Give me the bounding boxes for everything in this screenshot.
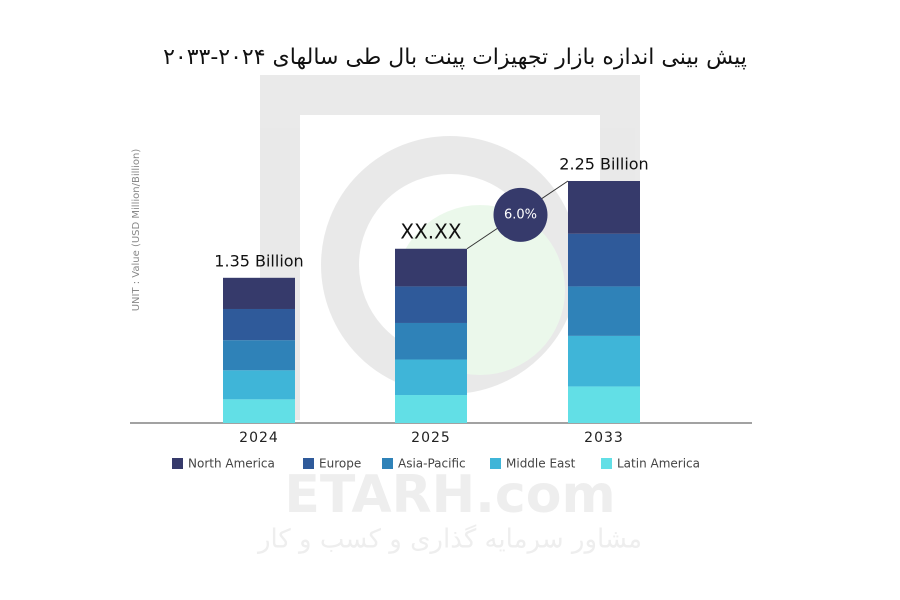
bar-segment bbox=[395, 322, 467, 360]
bar-segment bbox=[568, 386, 640, 423]
bar-segment bbox=[395, 286, 467, 323]
watermark-tagline: مشاور سرمایه گذاری و کسب و کار bbox=[256, 524, 642, 555]
annotation-text: 6.0% bbox=[504, 207, 537, 222]
legend-swatch bbox=[490, 458, 501, 469]
legend-label: Middle East bbox=[506, 457, 576, 471]
legend-swatch bbox=[601, 458, 612, 469]
watermark-brand: ETARH.com bbox=[284, 465, 615, 525]
bar-segment bbox=[223, 370, 295, 400]
bar-segment bbox=[223, 340, 295, 371]
bar-label: 1.35 Billion bbox=[214, 251, 303, 270]
bar-segment bbox=[568, 181, 640, 234]
x-tick-label: 2024 bbox=[239, 430, 279, 446]
bar-segment bbox=[568, 233, 640, 287]
bar-segment bbox=[223, 277, 295, 309]
legend-swatch bbox=[303, 458, 314, 469]
bar-segment bbox=[395, 248, 467, 287]
bar-segment bbox=[395, 395, 467, 423]
x-tick-label: 2025 bbox=[411, 430, 451, 446]
legend-label: Latin America bbox=[617, 457, 700, 471]
annotation-badge bbox=[493, 187, 548, 242]
legend-label: North America bbox=[188, 457, 275, 471]
legend-label: Asia-Pacific bbox=[398, 457, 466, 471]
bar-segment bbox=[223, 399, 295, 423]
bar-segment bbox=[223, 308, 295, 341]
bar-label: XX.XX bbox=[400, 219, 461, 243]
y-axis-title: UNIT : Value (USD Million/Billion) bbox=[131, 149, 142, 312]
bar-label: 2.25 Billion bbox=[559, 155, 648, 174]
bar-segment bbox=[568, 335, 640, 387]
legend-label: Europe bbox=[319, 457, 361, 471]
legend-swatch bbox=[382, 458, 393, 469]
bar-segment bbox=[568, 286, 640, 336]
chart-title: پیش بینی اندازه بازار تجهیزات پینت بال ط… bbox=[163, 45, 747, 70]
x-tick-label: 2033 bbox=[584, 430, 624, 446]
legend-swatch bbox=[172, 458, 183, 469]
bar-segment bbox=[395, 359, 467, 396]
